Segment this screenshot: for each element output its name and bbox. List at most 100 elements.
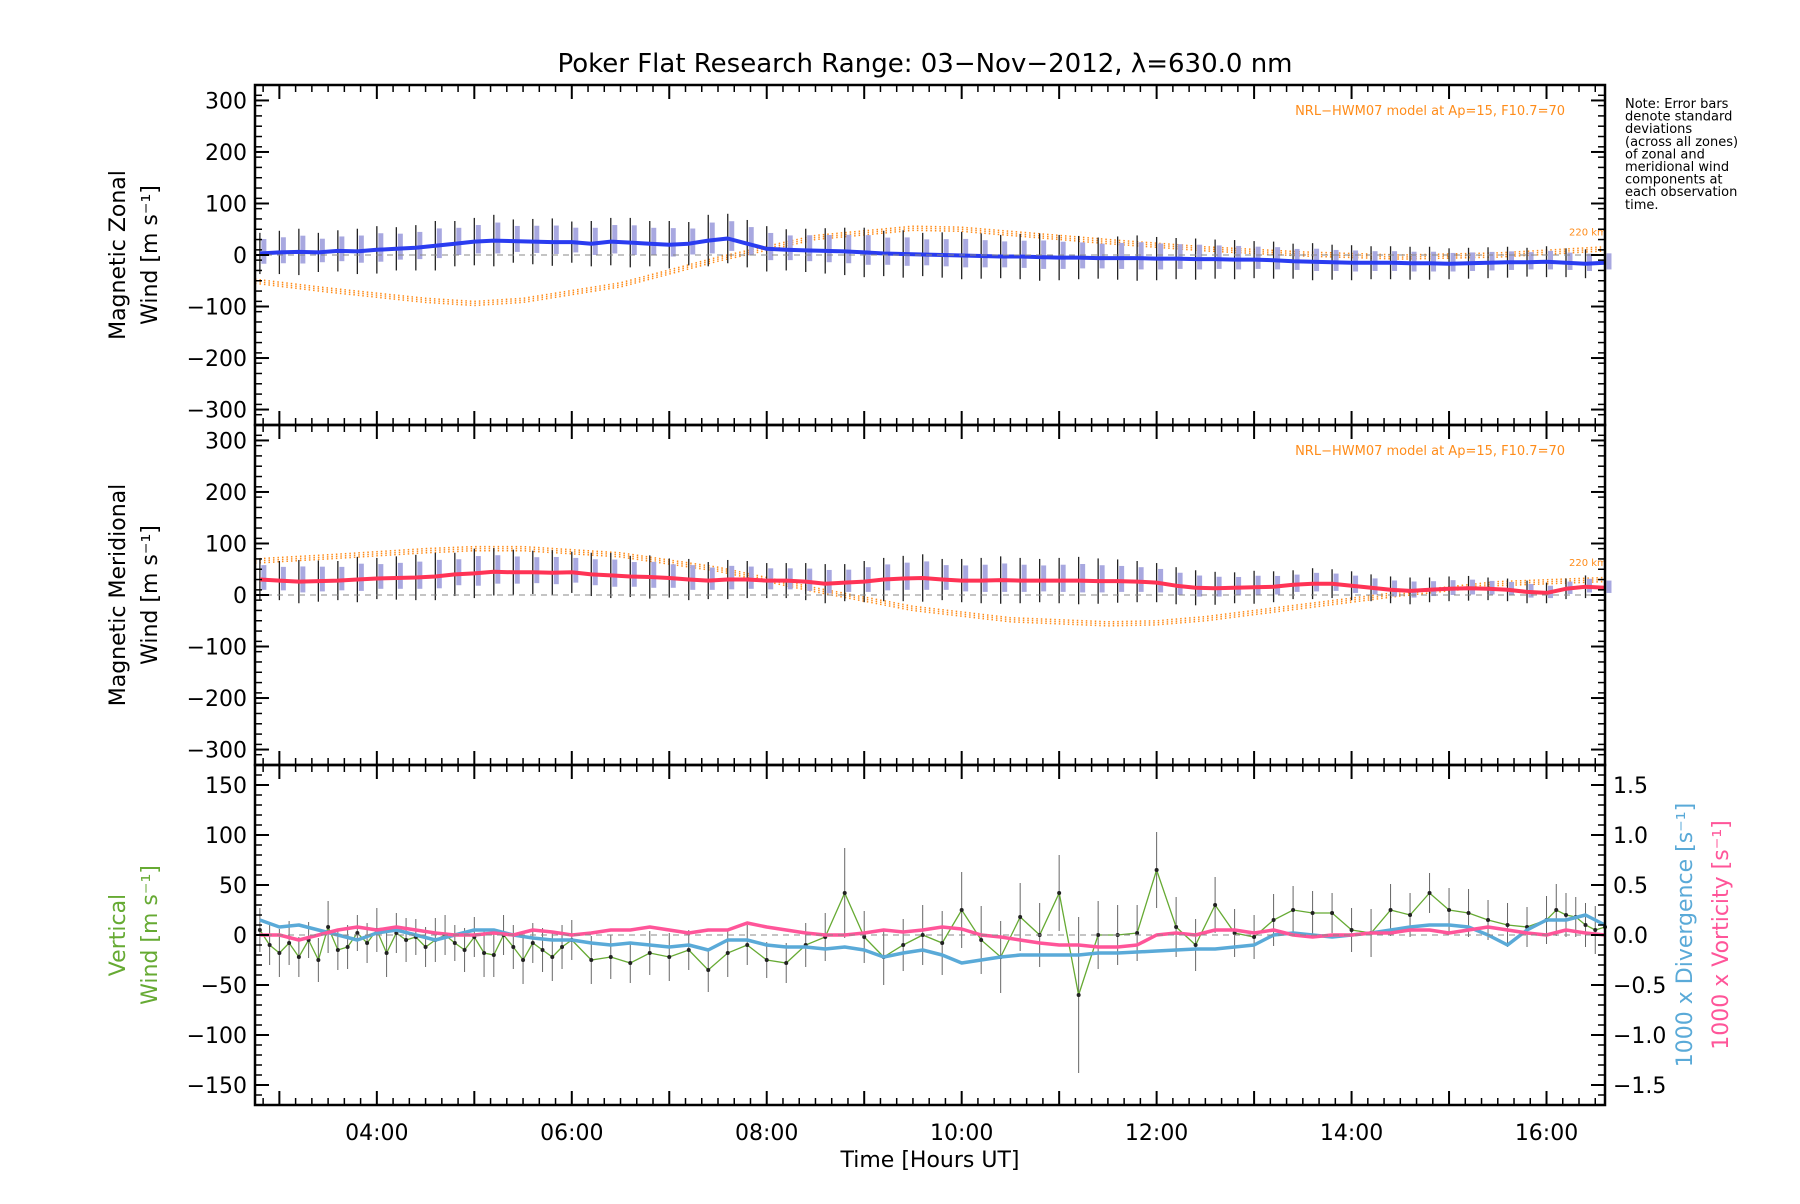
vertical-wind-point [1057, 891, 1062, 895]
note-line: (across all zones) [1625, 135, 1738, 150]
note-line: time. [1625, 198, 1659, 213]
mean-wind-line [259, 569, 1606, 595]
y-axis-label: Wind [m s⁻¹] [138, 865, 163, 1005]
vertical-wind-point [1564, 913, 1569, 917]
vertical-wind-point [257, 928, 262, 932]
vertical-wind-point [462, 948, 467, 952]
x-tick-label: 14:00 [1320, 1121, 1383, 1146]
vertical-wind-point [345, 945, 350, 949]
y2-tick-label: −0.5 [1613, 974, 1666, 999]
vertical-wind-point [511, 945, 516, 949]
y-tick-label: 200 [205, 481, 247, 506]
vertical-wind-point [530, 941, 535, 945]
y-tick-label: −50 [201, 974, 247, 999]
y-tick-label: 0 [233, 244, 247, 269]
vertical-wind-point [1154, 868, 1159, 872]
y-tick-label: −200 [187, 687, 247, 712]
y2-tick-label: −1.0 [1613, 1024, 1666, 1049]
note-line: each observation [1625, 185, 1737, 200]
x-tick-label: 08:00 [735, 1121, 798, 1146]
vertical-wind-point [1427, 891, 1432, 895]
y2-tick-label: 0.0 [1613, 924, 1648, 949]
vertical-wind-point [540, 948, 545, 952]
vertical-wind-point [287, 941, 292, 945]
vertical-wind-point [277, 951, 282, 955]
vertical-wind-point [1310, 911, 1315, 915]
vertical-wind-point [550, 955, 555, 959]
vertical-wind-point [1349, 928, 1354, 932]
y-tick-label: 100 [205, 192, 247, 217]
y-tick-label: 150 [205, 774, 247, 799]
vertical-wind-point [725, 951, 730, 955]
x-axis-label: Time [Hours UT] [840, 1148, 1020, 1173]
vertical-wind-point [764, 958, 769, 962]
y2-tick-label: 1.0 [1613, 824, 1648, 849]
y2-axis-label: 1000 x Divergence [s⁻¹] [1673, 803, 1698, 1067]
vertical-wind-point [491, 953, 496, 957]
note-line: Note: Error bars [1625, 97, 1729, 112]
vertical-wind-point [842, 891, 847, 895]
y-axis-label: Wind [m s⁻¹] [138, 525, 163, 665]
y-tick-label: 100 [205, 824, 247, 849]
vertical-wind-point [1213, 903, 1218, 907]
vertical-wind-point [920, 933, 925, 937]
note-line: components at [1625, 173, 1723, 188]
vertical-wind-point [979, 938, 984, 942]
vertical-wind-point [901, 943, 906, 947]
panel-meridional: NRL−HWM07 model at Ap=15, F10.7=70 220 km… [106, 423, 1612, 767]
vertical-wind-point [1388, 908, 1393, 912]
note-line: of zonal and [1625, 147, 1705, 162]
vertical-wind-point [482, 951, 487, 955]
x-tick-label: 06:00 [540, 1121, 603, 1146]
vertical-wind-point [365, 941, 370, 945]
chart-title: Poker Flat Research Range: 03−Nov−2012, … [557, 49, 1292, 79]
y-axis-label: Vertical [106, 894, 131, 976]
vertical-wind-point [1447, 908, 1452, 912]
vertical-wind-point [1174, 925, 1179, 929]
vertical-wind-point [452, 941, 457, 945]
vertical-wind-point [521, 958, 526, 962]
vertical-wind-point [1486, 918, 1491, 922]
y-tick-label: 300 [205, 429, 247, 454]
note-line: meridional wind [1625, 160, 1729, 175]
vertical-wind-point [1583, 923, 1588, 927]
vertical-wind-point [589, 958, 594, 962]
altitude-label: 220 km [1569, 558, 1607, 569]
y2-tick-label: 0.5 [1613, 874, 1648, 899]
y2-tick-label: 1.5 [1613, 774, 1648, 799]
vertical-wind-point [940, 941, 945, 945]
panel-vertical: 150 100 50 0 −50 −100 −150 1.5 1.0 0.5 0.0 −0.5 −1.0… [106, 763, 1734, 1173]
model-curve [254, 549, 1606, 627]
vertical-wind-point [706, 968, 711, 972]
vertical-wind-point [745, 943, 750, 947]
y-tick-label: −100 [187, 296, 247, 321]
vertical-wind-point [1252, 935, 1257, 939]
vertical-wind-point [1271, 918, 1276, 922]
vertical-wind-point [560, 945, 565, 949]
y-tick-label: −100 [187, 636, 247, 661]
x-tick-label: 10:00 [930, 1121, 993, 1146]
model-annotation: NRL−HWM07 model at Ap=15, F10.7=70 [1295, 444, 1565, 459]
vertical-wind-point [608, 955, 613, 959]
model-annotation: NRL−HWM07 model at Ap=15, F10.7=70 [1295, 104, 1565, 119]
vertical-wind-point [1505, 923, 1510, 927]
model-curve [254, 545, 1606, 623]
vertical-wind-point [1466, 911, 1471, 915]
x-tick-label: 12:00 [1125, 1121, 1188, 1146]
y-tick-label: 50 [219, 874, 247, 899]
vertical-wind-point [1330, 911, 1335, 915]
vertical-wind-point [959, 908, 964, 912]
y-tick-label: 0 [233, 584, 247, 609]
vertical-wind-point [316, 958, 321, 962]
vertical-wind-point [267, 943, 272, 947]
y-tick-label: 0 [233, 924, 247, 949]
y-tick-label: −150 [187, 1074, 247, 1099]
vertical-wind-point [296, 955, 301, 959]
vertical-wind-point [1135, 931, 1140, 935]
vertical-wind-point [686, 948, 691, 952]
vertical-wind-point [862, 935, 867, 939]
vertical-wind-point [1593, 928, 1598, 932]
